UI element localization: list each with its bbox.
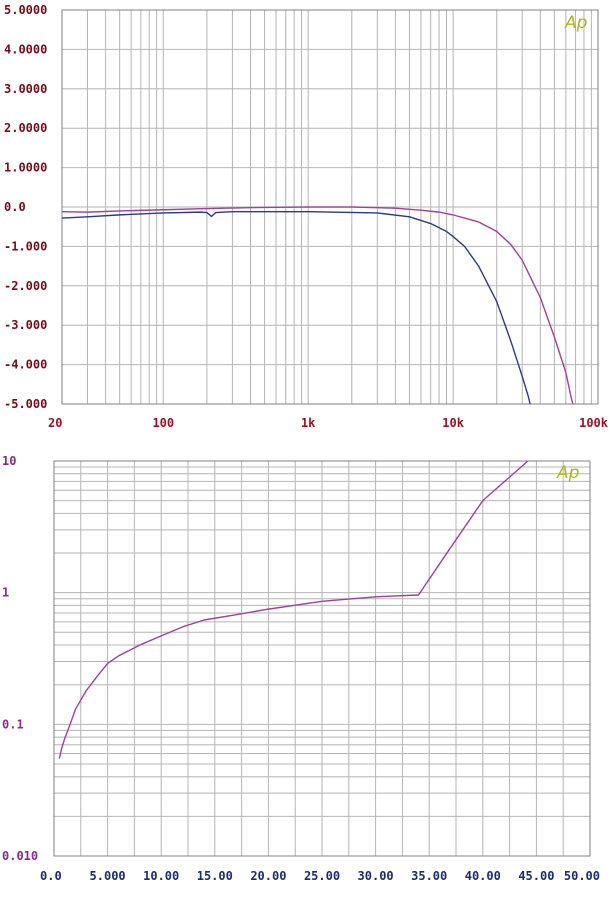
ap-logo: Ap	[564, 13, 588, 33]
y-tick-label: 0.0	[4, 200, 26, 214]
x-tick-label: 10k	[442, 416, 464, 430]
y-tick-label: -4.000	[4, 358, 47, 372]
x-tick-label: 25.00	[304, 869, 340, 883]
x-tick-label: 100	[152, 416, 174, 430]
y-tick-label: -1.000	[4, 239, 47, 253]
x-tick-label: 50.00	[564, 869, 600, 883]
y-tick-label: -5.000	[4, 397, 47, 411]
x-tick-label: 100k	[579, 416, 609, 430]
x-tick-label: 0.0	[40, 869, 62, 883]
y-tick-label: -2.000	[4, 279, 47, 293]
plot-frame	[53, 460, 591, 857]
y-tick-label: 1.0000	[4, 161, 47, 175]
x-tick-label: 15.00	[197, 869, 233, 883]
x-tick-label: 35.00	[411, 869, 447, 883]
y-tick-label: 10	[2, 454, 16, 468]
x-tick-label: 20	[48, 416, 62, 430]
y-tick-label: 3.0000	[4, 82, 47, 96]
y-tick-label: 1	[2, 586, 9, 600]
y-tick-label: 5.0000	[4, 3, 47, 17]
series-line-2	[61, 211, 531, 405]
ap-logo: Ap	[556, 463, 580, 483]
x-tick-label: 45.00	[518, 869, 554, 883]
y-tick-label: 2.0000	[4, 121, 47, 135]
x-tick-label: 10.00	[143, 869, 179, 883]
y-tick-label: 4.0000	[4, 42, 47, 56]
series-line-1	[61, 206, 574, 405]
x-tick-label: 20.00	[250, 869, 286, 883]
y-tick-label: -3.000	[4, 318, 47, 332]
x-tick-label: 5.000	[90, 869, 126, 883]
x-tick-label: 1k	[301, 416, 316, 430]
y-tick-label: 0.010	[2, 849, 38, 863]
plot-frame	[61, 9, 599, 405]
y-tick-label: 0.1	[2, 717, 24, 731]
grid	[53, 460, 591, 857]
x-tick-label: 30.00	[358, 869, 394, 883]
x-tick-label: 40.00	[465, 869, 501, 883]
chart-1: 5.0000 4.0000 3.0000 2.0000 1.0000 0.0 -1.000 -…	[4, 3, 609, 430]
series-line-1	[58, 460, 529, 759]
